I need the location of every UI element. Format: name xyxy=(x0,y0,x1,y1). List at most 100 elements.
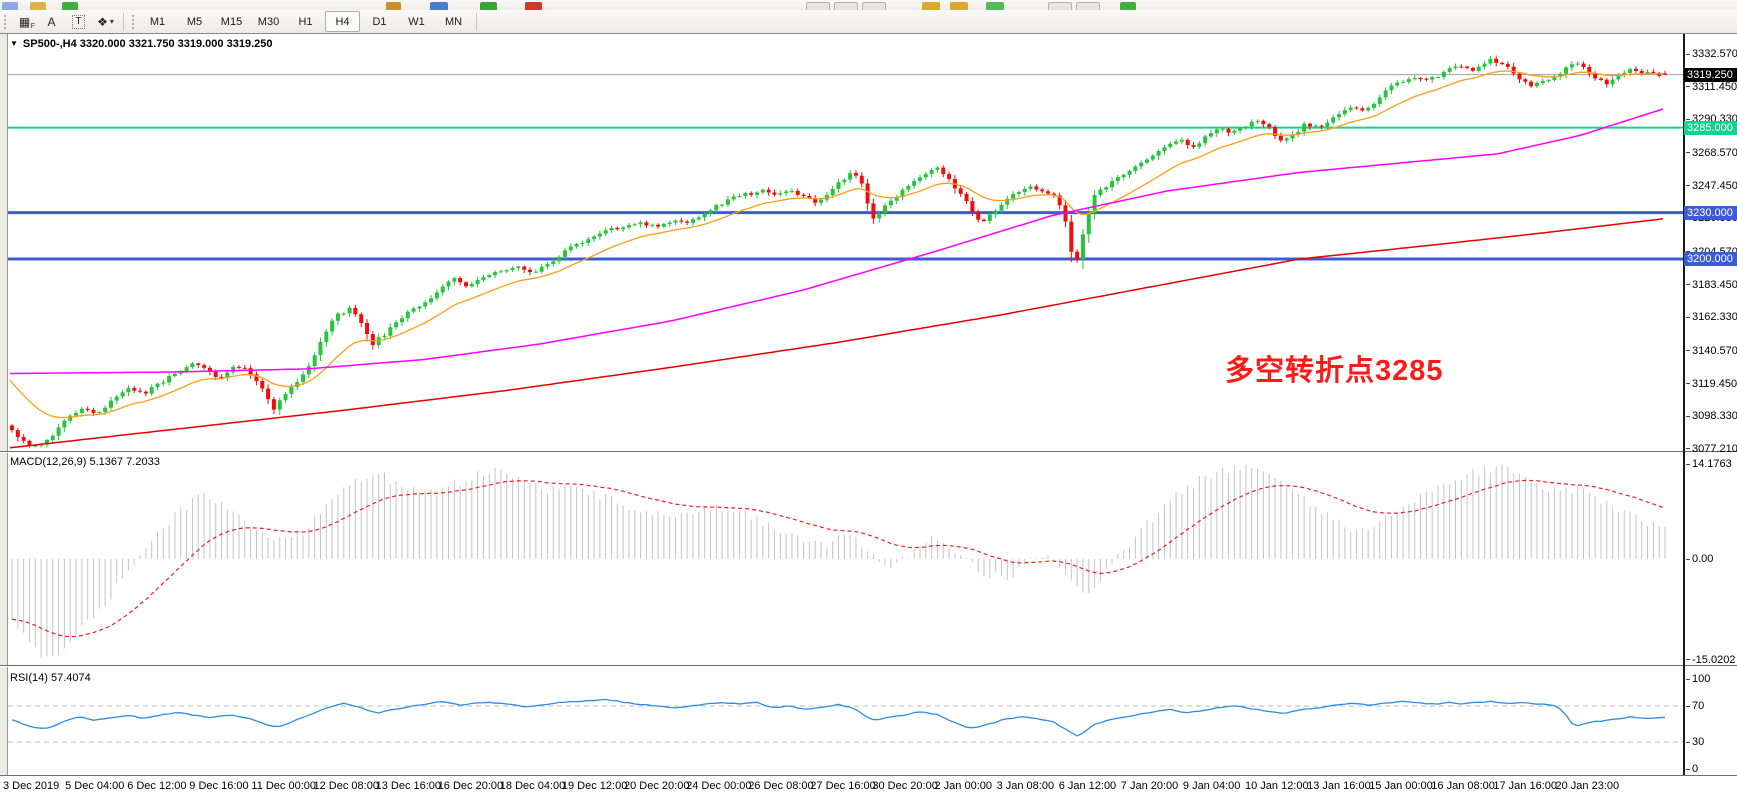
timeframe-m5-button[interactable]: M5 xyxy=(186,15,203,28)
tick-mark xyxy=(1686,768,1690,770)
horizontal-line-objects[interactable] xyxy=(8,126,1683,261)
tool-text-label-button[interactable]: A xyxy=(38,11,65,32)
time-label: 3 Dec 2019 xyxy=(3,780,60,792)
macd-axis-label: 14.1763 xyxy=(1686,458,1732,470)
tick-mark xyxy=(1686,53,1690,55)
time-label: 13 Dec 16:00 xyxy=(375,780,442,792)
toolbar-icon-fragment[interactable] xyxy=(525,2,542,10)
time-label: 18 Dec 04:00 xyxy=(499,780,566,792)
macd-panel[interactable] xyxy=(8,453,1683,665)
toolbar-icon-fragment[interactable] xyxy=(30,2,46,10)
time-label: 20 Dec 20:00 xyxy=(624,780,690,792)
macd-indicator-label: MACD(12,26,9) 5.1367 7.2033 xyxy=(10,456,160,468)
price-tick: 3098.330 xyxy=(1686,410,1737,422)
ma-slow-line xyxy=(9,218,1664,449)
tick-mark xyxy=(1686,558,1690,560)
ma-medium-line xyxy=(10,108,1664,375)
toolbar-icon-fragment[interactable] xyxy=(2,2,18,10)
tick-mark xyxy=(1686,448,1690,450)
time-label: 5 Dec 04:00 xyxy=(65,780,125,792)
chart-annotation-text[interactable]: 多空转折点3285 xyxy=(1225,355,1444,387)
toolbar-icon-fragment[interactable] xyxy=(1120,2,1136,10)
tool-grid-anchor-button[interactable]: ▦ F xyxy=(11,11,38,32)
timeframe-m15-button[interactable]: M15 xyxy=(220,15,243,28)
time-label: 7 Jan 20:00 xyxy=(1120,780,1179,792)
tick-mark xyxy=(1686,415,1690,417)
toolbar-icon-fragment[interactable] xyxy=(430,2,448,10)
toolbar-icon-fragment[interactable] xyxy=(386,2,401,10)
macd-signal-line xyxy=(11,479,1666,638)
sub-label: F xyxy=(30,23,35,30)
toolbar-grip-icon[interactable] xyxy=(131,13,136,30)
time-axis[interactable]: 3 Dec 2019 5 Dec 04:00 6 Dec 12:00 9 Dec 16… xyxy=(0,775,1737,798)
toolbar-icon-fragment[interactable] xyxy=(862,2,886,10)
toolbar-grip-icon[interactable] xyxy=(3,13,8,30)
timeframe-d1-button[interactable]: D1 xyxy=(372,15,387,28)
chart-window: 3332.570 3311.450 3290.330 3268.570 3247.450… xyxy=(0,33,1737,798)
price-tick: 3183.450 xyxy=(1686,279,1737,291)
time-label: 26 Dec 08:00 xyxy=(748,780,814,792)
macd-histogram xyxy=(11,464,1666,658)
price-tick: 3162.330 xyxy=(1686,311,1737,323)
time-label: 19 Dec 12:00 xyxy=(561,780,628,792)
toolbar-icon-fragment[interactable] xyxy=(950,2,968,10)
tick-mark xyxy=(1686,463,1690,465)
price-tick: 3077.210 xyxy=(1686,443,1737,455)
panel-splitter[interactable] xyxy=(0,451,1737,453)
timeframe-m30-button[interactable]: M30 xyxy=(257,15,280,28)
toolbar-separator xyxy=(476,12,477,31)
tick-mark xyxy=(1686,678,1690,680)
hline-price-badge[interactable]: 3285.000 xyxy=(1684,120,1737,135)
price-tick: 3332.570 xyxy=(1686,48,1737,60)
rsi-panel[interactable] xyxy=(8,669,1683,773)
tick-mark xyxy=(1686,316,1690,318)
price-tick: 3119.450 xyxy=(1686,378,1737,390)
toolbar-icon-fragment[interactable] xyxy=(480,2,497,10)
rsi-axis-label: 70 xyxy=(1686,700,1704,712)
time-label: 16 Dec 20:00 xyxy=(437,780,504,792)
time-label: 2 Jan 00:00 xyxy=(934,780,993,792)
tick-mark xyxy=(1686,185,1690,187)
tick-mark xyxy=(1686,659,1690,661)
rsi-axis-label: 100 xyxy=(1686,673,1710,685)
toolbar-icon-fragment[interactable] xyxy=(62,2,78,10)
price-chart[interactable] xyxy=(8,35,1683,451)
chevron-down-icon[interactable]: ▼ xyxy=(10,39,18,48)
toolbar-icon-fragment[interactable] xyxy=(1076,2,1100,10)
time-label: 11 Dec 00:00 xyxy=(251,780,317,792)
tick-mark xyxy=(1686,705,1690,707)
price-tick: 3268.570 xyxy=(1686,147,1737,159)
toolbar-icon-fragment[interactable] xyxy=(986,2,1004,10)
timeframe-h4-button[interactable]: H4 xyxy=(325,11,360,32)
toolbar-icon-fragment[interactable] xyxy=(1048,2,1072,10)
toolbar-icon-fragment[interactable] xyxy=(834,2,858,10)
tool-text-box-button[interactable]: T xyxy=(65,11,92,32)
window-left-edge xyxy=(0,34,8,776)
time-label: 24 Dec 00:00 xyxy=(686,780,752,792)
hline-price-badge[interactable]: 3200.000 xyxy=(1684,252,1737,267)
tick-mark xyxy=(1686,118,1690,120)
chart-title: ▼ SP500-,H4 3320.000 3321.750 3319.000 33… xyxy=(10,38,272,50)
tick-mark xyxy=(1686,284,1690,286)
timeframe-m1-button[interactable]: M1 xyxy=(149,15,166,28)
chart-title-text: SP500-,H4 3320.000 3321.750 3319.000 331… xyxy=(22,38,273,50)
tool-arrow-objects-button[interactable]: ❖ ▾ xyxy=(92,11,119,32)
macd-axis-label: -15.0202 xyxy=(1686,654,1735,666)
timeframe-mn-button[interactable]: MN xyxy=(444,15,463,28)
time-label: 12 Dec 08:00 xyxy=(313,780,379,792)
time-label: 6 Jan 12:00 xyxy=(1058,780,1117,792)
toolbar-icon-fragment[interactable] xyxy=(922,2,940,10)
timeframe-w1-button[interactable]: W1 xyxy=(408,15,425,28)
panel-splitter[interactable] xyxy=(0,665,1737,667)
price-tick: 3247.450 xyxy=(1686,180,1737,192)
timeframe-h1-button[interactable]: H1 xyxy=(298,15,313,28)
rsi-line xyxy=(11,698,1666,737)
toolbar-icon-fragment[interactable] xyxy=(806,2,830,10)
tick-mark xyxy=(1686,350,1690,352)
hline-price-badge[interactable]: 3230.000 xyxy=(1684,205,1737,220)
time-label: 15 Jan 00:00 xyxy=(1369,780,1433,792)
timeframe-bar: M1 M5 M15 M30 H1 H4 D1 W1 MN xyxy=(139,11,472,32)
time-label: 6 Dec 12:00 xyxy=(127,780,187,792)
price-axis[interactable]: 3332.570 3311.450 3290.330 3268.570 3247.450… xyxy=(1684,34,1737,797)
candles-layer xyxy=(10,55,1667,448)
